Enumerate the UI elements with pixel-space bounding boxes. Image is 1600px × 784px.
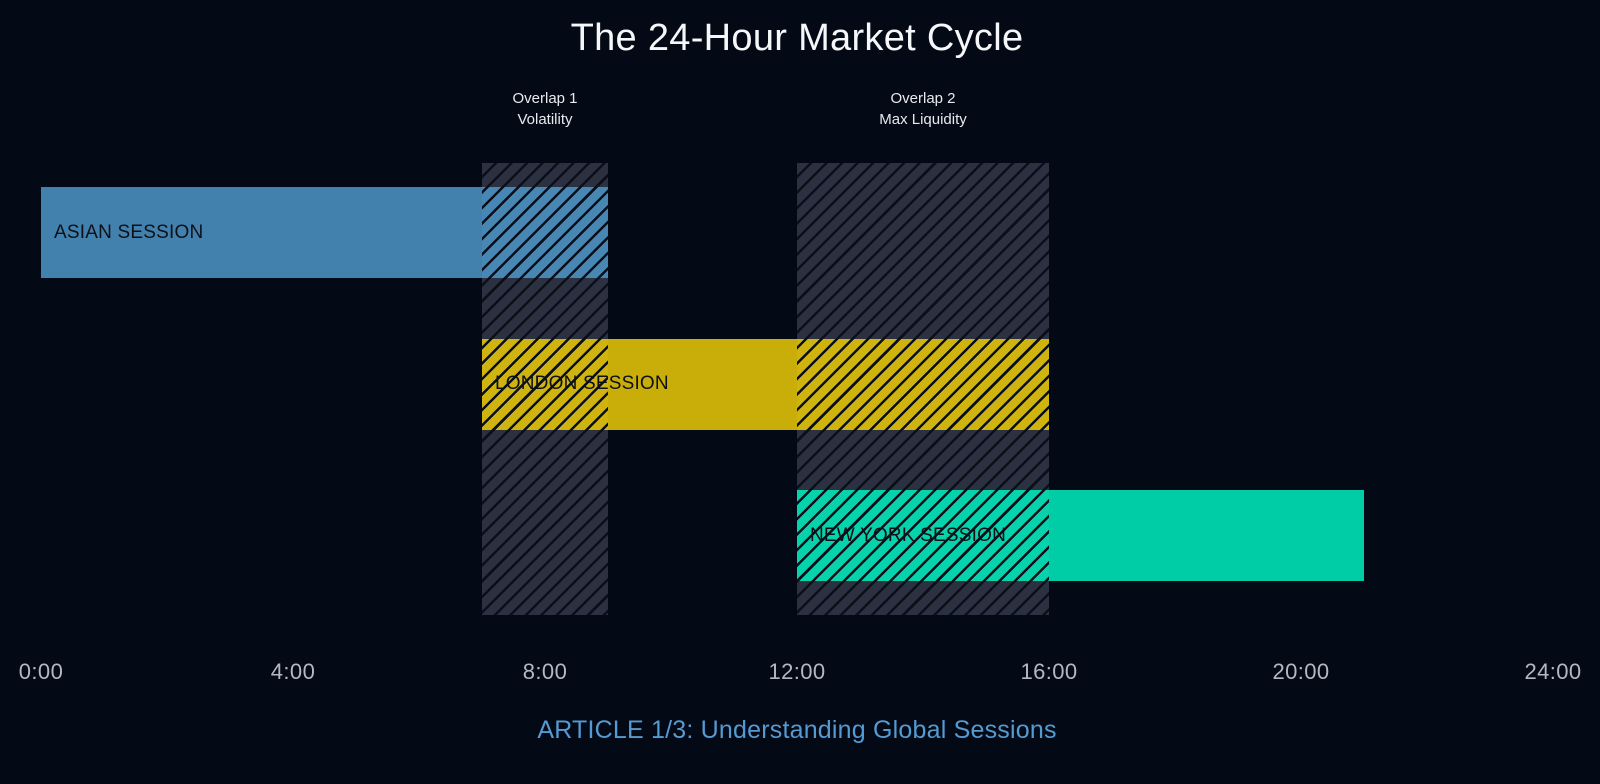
article-caption: ARTICLE 1/3: Understanding Global Sessio… — [537, 716, 1057, 744]
x-axis-tick-800: 8:00 — [522, 659, 568, 684]
x-axis-tick-1600: 16:00 — [1020, 659, 1078, 684]
x-axis-tick-2400: 24:00 — [1524, 659, 1582, 684]
x-axis-tick-1200: 12:00 — [768, 659, 826, 684]
overlap-label-2: Overlap 2 Max Liquidity — [879, 90, 967, 128]
session-bar-label: ASIAN SESSION — [54, 221, 204, 243]
chart-title: The 24-Hour Market Cycle — [570, 17, 1024, 59]
session-bar-asian-session: ASIAN SESSION — [41, 187, 608, 278]
session-bar-new-york-session: NEW YORK SESSION — [797, 490, 1364, 581]
session-bar-label: NEW YORK SESSION — [810, 524, 1007, 546]
overlap-label-1: Overlap 1 Volatility — [512, 90, 578, 128]
session-bar-label: LONDON SESSION — [495, 373, 669, 394]
session-bar-london-session: LONDON SESSION — [482, 338, 1049, 430]
x-axis-tick-000: 0:00 — [18, 659, 64, 684]
x-axis-tick-2000: 20:00 — [1272, 659, 1330, 684]
x-axis-tick-400: 4:00 — [270, 659, 316, 684]
